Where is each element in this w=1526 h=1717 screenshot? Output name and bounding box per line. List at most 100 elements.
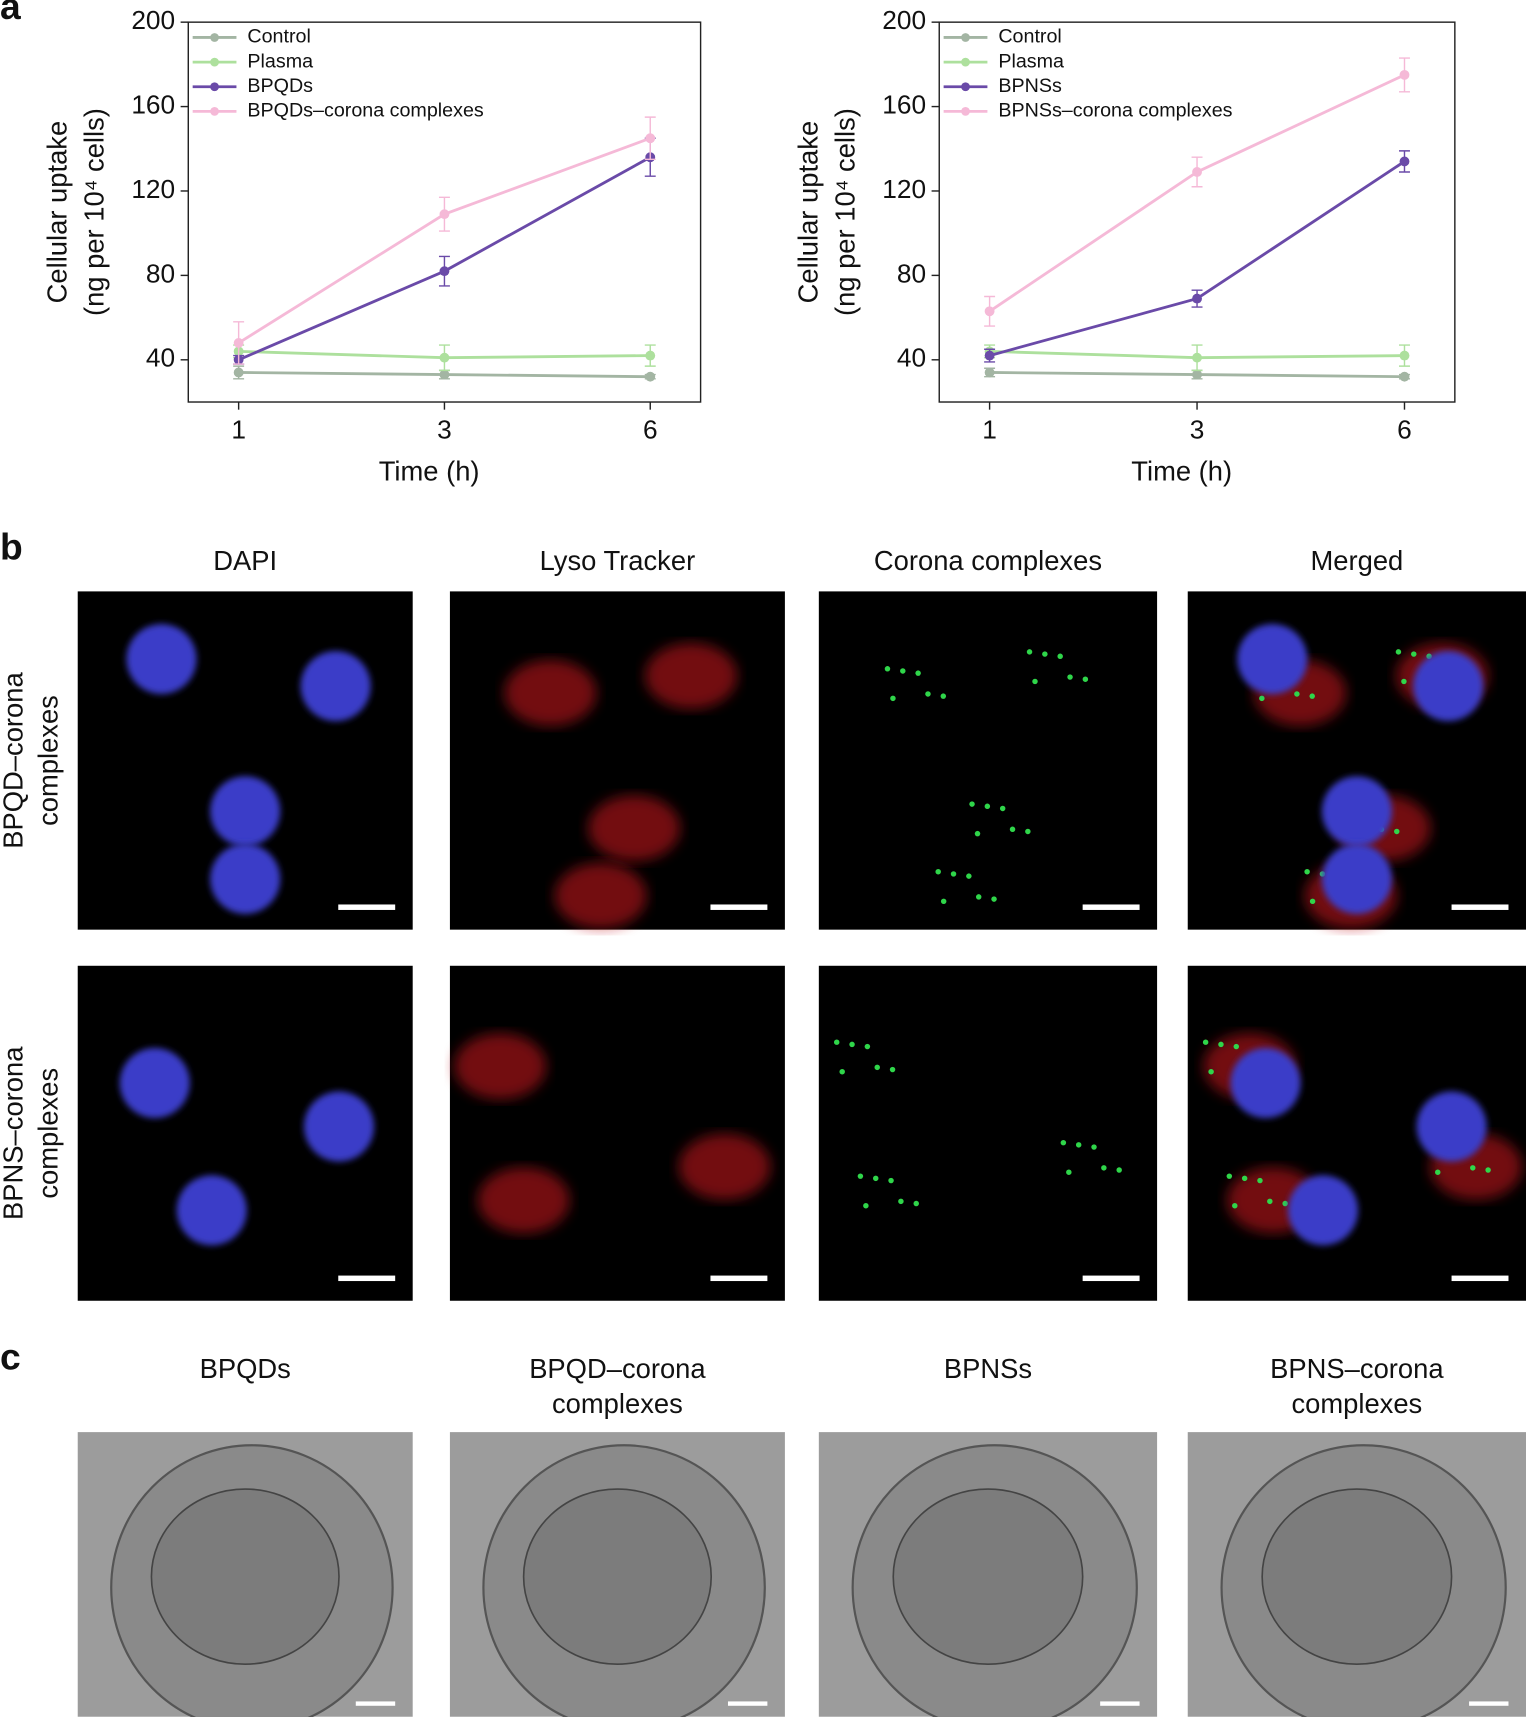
corona-signal [1082, 676, 1089, 682]
column-header: BPNS–corona [1270, 1353, 1444, 1384]
corona-signal [940, 693, 947, 699]
corona-signal [889, 1066, 896, 1073]
corona-signal [898, 1198, 904, 1205]
y-tick-label: 160 [131, 90, 175, 120]
legend-label: BPNSs–corona complexes [998, 100, 1232, 122]
corona-signal [1294, 691, 1300, 697]
column-header: complexes [552, 1388, 683, 1419]
legend-label: BPNSs [998, 75, 1062, 97]
corona-signal [1309, 693, 1315, 699]
corona-signal [991, 896, 997, 902]
corona-signal [913, 1200, 919, 1207]
corona-signal [1101, 1165, 1107, 1171]
micrograph-content [833, 1039, 1122, 1209]
data-point [645, 133, 656, 144]
cell-nucleus [1261, 1488, 1453, 1666]
micrograph-content [126, 624, 371, 914]
corona-signal [969, 801, 975, 807]
corona-signal [864, 1043, 871, 1050]
corona-signal [999, 805, 1006, 812]
micrograph [818, 591, 1158, 930]
corona-signal [1060, 1139, 1067, 1146]
scale-bar [710, 1275, 768, 1282]
column-header: Corona complexes [874, 545, 1102, 576]
data-point [1399, 350, 1410, 361]
corona-signal [974, 830, 981, 837]
corona-signal [1066, 1169, 1072, 1175]
corona-signal [1226, 1173, 1233, 1179]
panel-label: a [0, 0, 21, 27]
x-tick-label: 6 [643, 415, 658, 445]
micrograph-content [884, 649, 1089, 905]
corona-signal [1075, 1142, 1082, 1148]
corona-signal [1042, 651, 1048, 657]
scale-bar [355, 1701, 396, 1706]
y-tick-label: 80 [897, 258, 926, 288]
cell-nucleus [522, 1488, 713, 1666]
nucleus [210, 843, 281, 914]
panel-label: c [0, 1336, 21, 1378]
corona-signal [849, 1041, 855, 1048]
nucleus [1413, 651, 1484, 722]
data-point [1192, 167, 1202, 177]
data-point [645, 350, 656, 361]
nucleus [176, 1175, 247, 1246]
series-line [989, 160, 1406, 357]
scale-bar [1082, 1275, 1140, 1282]
row-label: complexes [33, 1068, 64, 1199]
micrograph-content [1237, 624, 1489, 929]
corona-signal [1257, 1177, 1263, 1184]
data-point [645, 371, 656, 382]
legend-marker [961, 57, 970, 67]
legend-marker [210, 106, 219, 116]
data-point [1192, 352, 1202, 363]
corona-signal [888, 1177, 894, 1184]
corona-signal [1208, 1069, 1214, 1075]
corona-signal [1091, 1144, 1097, 1150]
column-header: BPQD–corona [529, 1353, 706, 1384]
corona-signal [1218, 1041, 1224, 1048]
legend-label: Control [247, 26, 310, 48]
corona-signal [839, 1069, 845, 1075]
x-tick-label: 1 [982, 415, 997, 445]
micrograph-content [119, 1047, 375, 1246]
micrograph [818, 965, 1158, 1301]
data-point [1192, 369, 1202, 380]
nucleus [1288, 1175, 1359, 1246]
column-header: BPQDs [200, 1353, 291, 1384]
corona-signal [966, 873, 972, 879]
x-tick-label: 3 [437, 415, 452, 445]
corona-signal [872, 1175, 879, 1182]
data-point [439, 209, 450, 220]
legend-marker [961, 33, 970, 42]
corona-signal [1025, 828, 1031, 835]
scale-bar [1451, 1275, 1509, 1282]
lysosome-signal [454, 1033, 547, 1100]
corona-signal [1304, 869, 1310, 875]
data-point [1399, 69, 1410, 80]
corona-signal [984, 803, 991, 810]
nucleus [210, 776, 281, 847]
legend-label: Plasma [247, 50, 313, 72]
corona-signal [900, 668, 906, 674]
corona-signal [1032, 678, 1038, 685]
scale-bar [338, 1275, 396, 1282]
data-point [1399, 156, 1410, 167]
y-tick-label: 80 [146, 258, 175, 288]
lysosome-signal [645, 643, 738, 709]
data-point [984, 306, 995, 317]
corona-signal [1309, 898, 1316, 905]
corona-signal [1116, 1167, 1122, 1173]
corona-signal [1009, 826, 1016, 833]
row-label: BPNS–corona [0, 1046, 29, 1220]
column-header: Merged [1310, 545, 1403, 576]
y-tick-label: 40 [146, 343, 175, 373]
nucleus [1321, 776, 1392, 847]
y-tick-label: 200 [882, 5, 926, 35]
x-tick-label: 6 [1397, 415, 1412, 445]
corona-signal [1202, 1039, 1209, 1045]
micrograph [449, 965, 785, 1301]
column-header: BPNSs [944, 1353, 1032, 1384]
micrograph-content [504, 643, 738, 929]
scale-bar [727, 1701, 768, 1706]
